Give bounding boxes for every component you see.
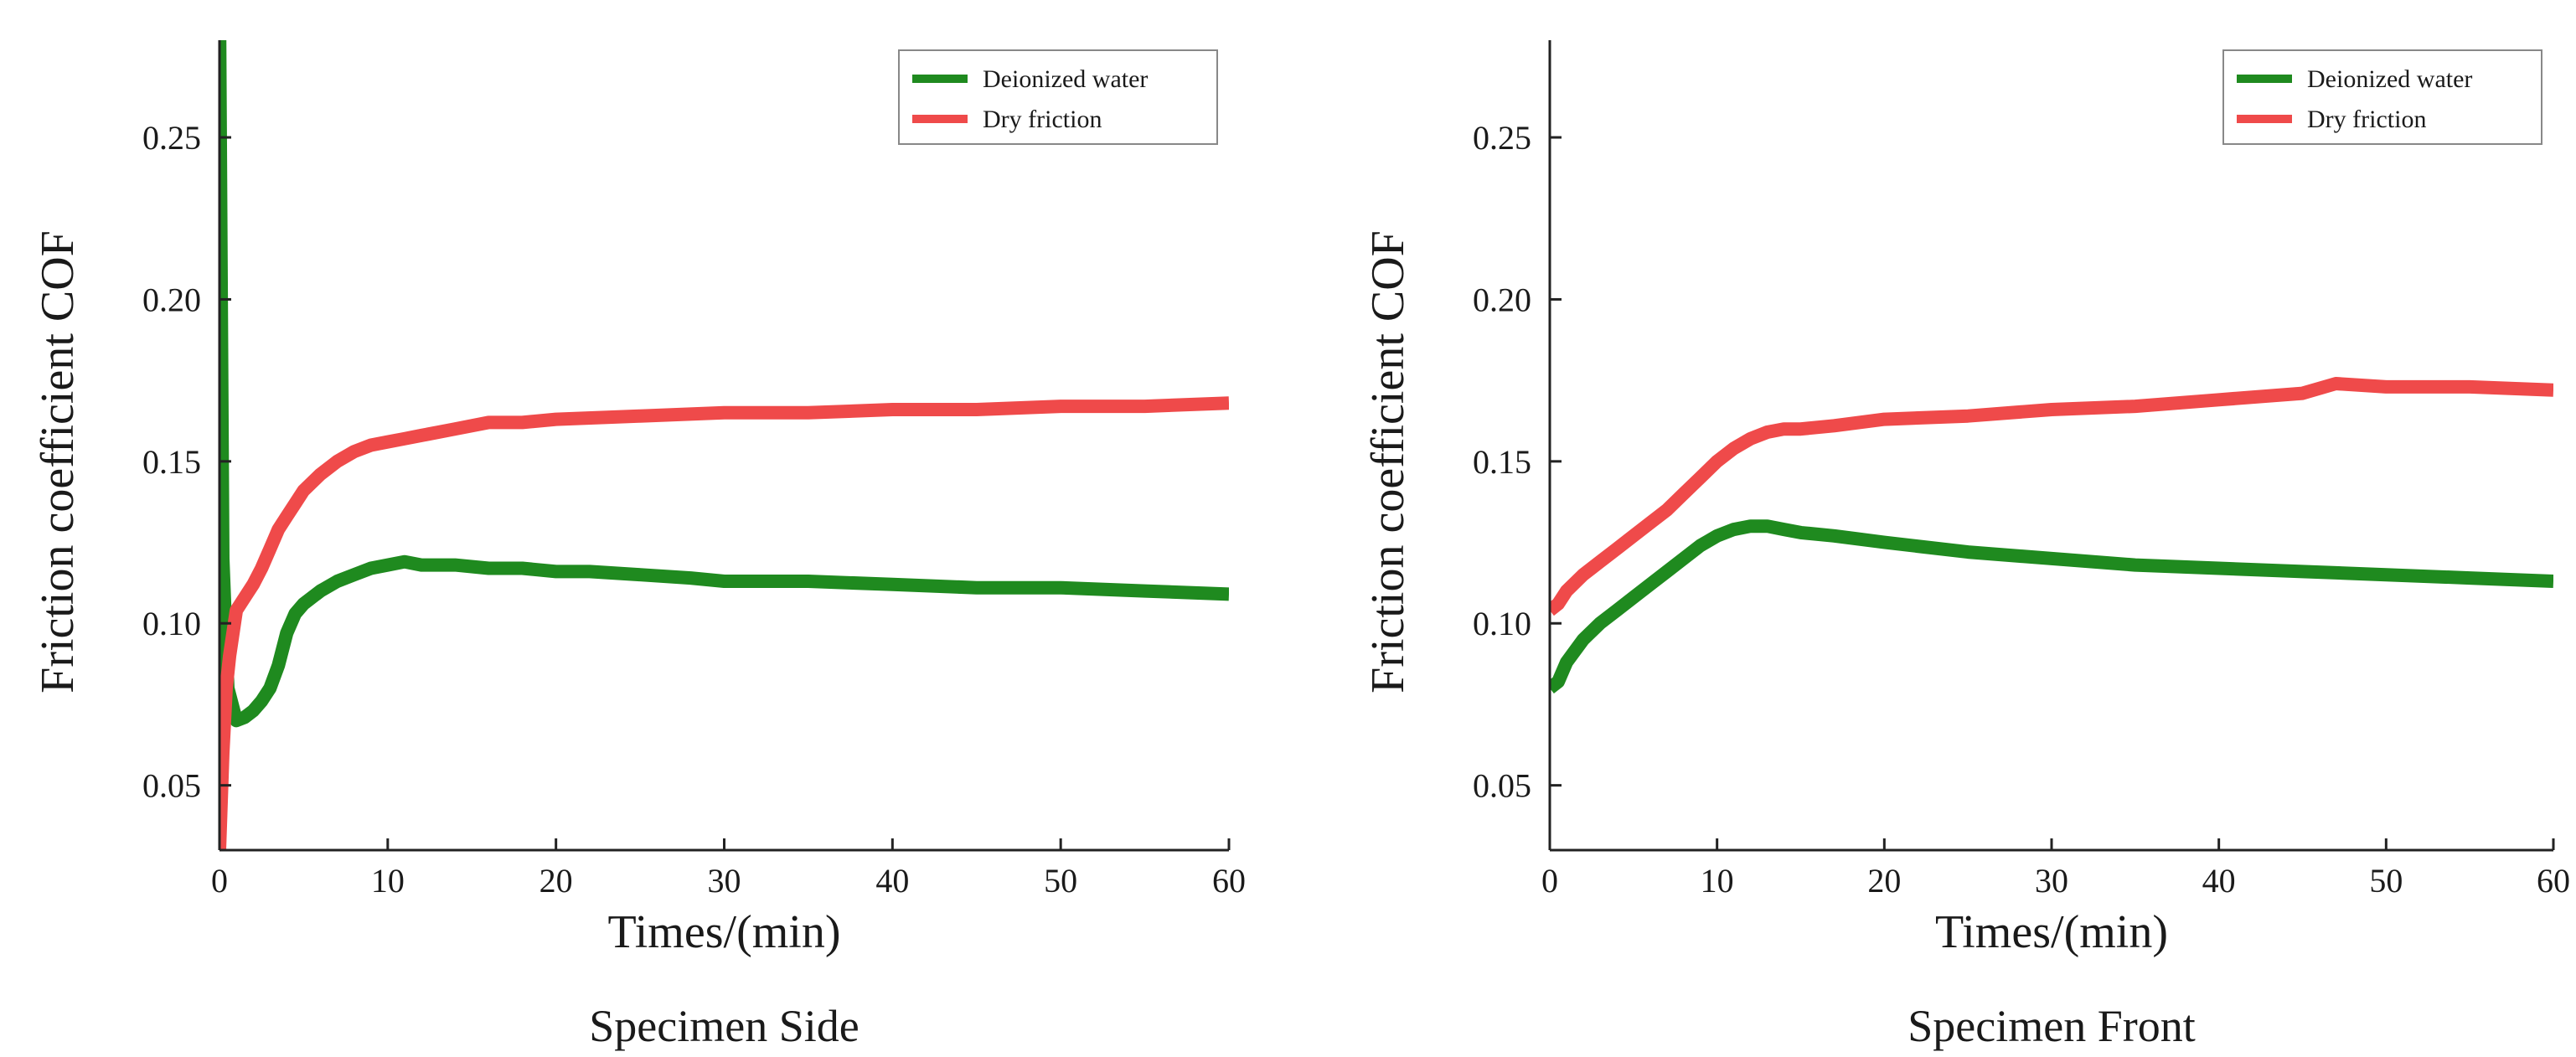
y-tick-label: 0.15: [1473, 443, 1531, 481]
x-tick-label: 60: [1212, 862, 1246, 900]
x-tick-label: 50: [1044, 862, 1077, 900]
x-tick-label: 0: [1541, 862, 1558, 900]
series-line-deionized-water: [219, 40, 1229, 728]
legend-label-dry-friction: Dry friction: [2307, 106, 2426, 133]
x-axis-title: Times/(min): [1935, 906, 2168, 958]
x-tick-label: 20: [539, 862, 573, 900]
y-tick-label: 0.25: [142, 119, 201, 157]
x-tick-label: 20: [1867, 862, 1901, 900]
y-tick-label: 0.10: [1473, 605, 1531, 642]
legend-box: [2222, 49, 2542, 145]
y-tick-label: 0.05: [142, 767, 201, 805]
y-axis-title: Friction coefficient COF: [32, 230, 84, 693]
y-tick-label: 0.05: [1473, 767, 1531, 805]
x-axis-title: Times/(min): [608, 906, 841, 958]
x-tick-label: 40: [875, 862, 909, 900]
x-tick-label: 30: [2035, 862, 2068, 900]
y-tick-label: 0.20: [142, 281, 201, 318]
legend-box: [898, 49, 1218, 145]
x-tick-label: 40: [2202, 862, 2236, 900]
series-line-dry-friction: [219, 396, 1229, 850]
x-tick-label: 0: [211, 862, 228, 900]
x-tick-label: 60: [2537, 862, 2570, 900]
chart-panel-2: 0 10 20 30 40 50 60 0.05 0.10 0.15 0.20 0.25 Times/(…: [1362, 40, 2570, 1051]
y-tick-label: 0.15: [142, 443, 201, 481]
legend-label-deionized-water: Deionized water: [983, 65, 1148, 93]
series-line-dry-friction: [1550, 377, 2553, 616]
x-tick-label: 30: [708, 862, 741, 900]
x-tick-label: 10: [371, 862, 405, 900]
y-axis-title: Friction coefficient COF: [1362, 230, 1414, 693]
y-tick-label: 0.20: [1473, 281, 1531, 318]
chart-panel-1: 0 10 20 30 40 50 60 0.05 0.10 0.15 0.20 0.25 Times/(…: [32, 40, 1246, 1051]
y-tick-label: 0.25: [1473, 119, 1531, 157]
y-tick-label: 0.10: [142, 605, 201, 642]
x-tick-label: 10: [1701, 862, 1734, 900]
legend-label-deionized-water: Deionized water: [2307, 65, 2472, 93]
legend-label-dry-friction: Dry friction: [983, 106, 1102, 133]
series-line-deionized-water: [1550, 519, 2553, 693]
x-tick-label: 50: [2369, 862, 2403, 900]
panel-caption: Specimen Front: [1907, 1001, 2195, 1051]
panel-caption: Specimen Side: [589, 1001, 859, 1051]
